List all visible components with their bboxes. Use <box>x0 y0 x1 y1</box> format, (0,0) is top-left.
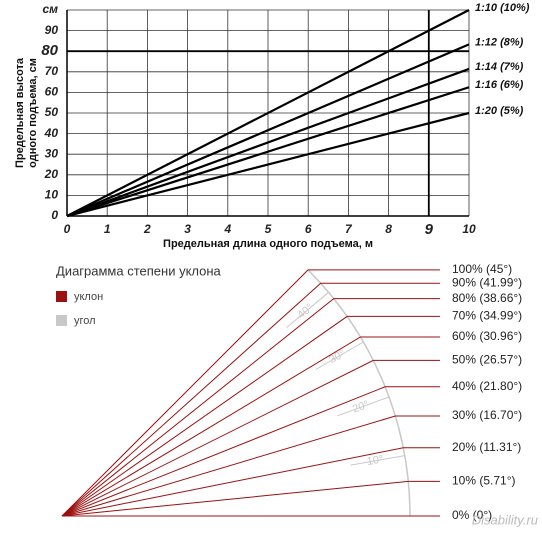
slope-label: 70% (34.99°) <box>452 309 522 323</box>
y-tick-label: см <box>42 2 58 16</box>
y-tick-label: 40 <box>44 126 59 140</box>
x-tick-label: 6 <box>305 222 312 236</box>
line-label: 1:10 (10%) <box>475 2 530 14</box>
y-axis-label: Предельная высота <box>14 57 26 168</box>
x-tick-label: 0 <box>64 222 71 236</box>
y-tick-label: 20 <box>44 167 59 181</box>
slope-line <box>61 282 440 517</box>
angle-tick <box>315 341 364 370</box>
slope-label: 80% (38.66°) <box>452 291 522 305</box>
angle-arc <box>307 269 411 517</box>
slope-line <box>61 447 440 517</box>
x-tick-label: 7 <box>345 222 353 236</box>
line <box>66 67 470 218</box>
y-tick-label: 30 <box>45 146 59 160</box>
line <box>66 9 470 217</box>
y-tick-label: 70 <box>45 64 59 78</box>
x-tick-label: 8 <box>385 222 392 236</box>
slope-line <box>61 480 440 517</box>
legend-swatch <box>56 291 67 302</box>
watermark: Disability.ru <box>472 512 538 527</box>
y-axis-label: одного подъема, см <box>27 58 39 168</box>
line <box>66 111 470 218</box>
y-tick-label: 10 <box>45 188 59 202</box>
line-label: 1:14 (7%) <box>475 61 524 73</box>
slope-label: 90% (41.99°) <box>452 275 522 289</box>
y-tick-label: 80 <box>41 42 58 59</box>
angle-label: 40° <box>295 302 315 322</box>
y-tick-label: 0 <box>51 208 58 222</box>
chart-title: Диаграмма степени уклона <box>56 263 222 278</box>
y-tick-label: 90 <box>45 23 59 37</box>
legend-label: угол <box>74 315 96 327</box>
slope-line <box>61 415 440 517</box>
angle-tick <box>286 291 329 329</box>
slope-label: 50% (26.57°) <box>452 353 522 367</box>
slope-line <box>61 315 440 517</box>
y-tick-label: 60 <box>45 85 59 99</box>
slope-label: 30% (16.70°) <box>452 408 522 422</box>
line <box>66 43 470 218</box>
x-tick-label: 5 <box>265 222 272 236</box>
slope-label: 40% (21.80°) <box>452 379 522 393</box>
x-tick-label: 3 <box>184 222 191 236</box>
slope-line <box>61 298 440 517</box>
legend-swatch <box>56 315 67 326</box>
line-label: 1:20 (5%) <box>475 105 524 117</box>
y-tick-label: 50 <box>45 105 59 119</box>
line-label: 1:16 (6%) <box>475 79 524 91</box>
angle-tick <box>350 455 405 466</box>
slope-label: 0% (0°) <box>452 508 492 522</box>
slope-label: 60% (30.96°) <box>452 329 522 343</box>
x-tick-label: 2 <box>143 222 151 236</box>
legend-label: уклон <box>74 291 103 303</box>
slope-line <box>61 336 440 517</box>
slope-label: 20% (11.31°) <box>452 440 521 454</box>
x-tick-label: 10 <box>462 222 476 236</box>
slope-line <box>61 269 440 517</box>
slope-line <box>61 359 440 517</box>
line-label: 1:12 (8%) <box>475 36 524 48</box>
angle-tick <box>337 396 390 417</box>
line <box>66 86 470 218</box>
x-tick-label: 4 <box>223 222 231 236</box>
x-tick-label: 1 <box>104 222 111 236</box>
x-tick-label: 9 <box>425 221 434 238</box>
slope-line <box>61 386 440 517</box>
angle-label: 20° <box>351 399 371 416</box>
x-axis-label: Предельная длина одного подъема, м <box>163 238 373 250</box>
angle-label: 10° <box>366 453 384 468</box>
slope-label: 100% (45°) <box>452 262 512 276</box>
slope-label: 10% (5.71°) <box>452 474 516 488</box>
